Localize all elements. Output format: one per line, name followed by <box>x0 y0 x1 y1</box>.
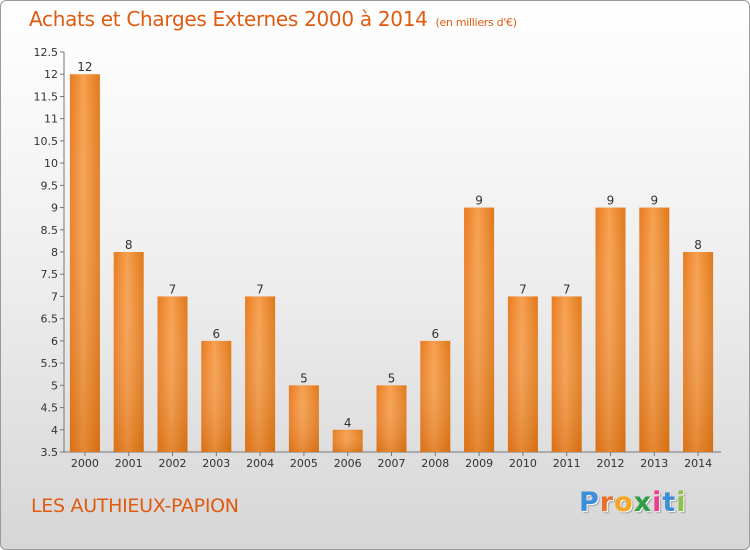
data-label-2014: 8 <box>694 238 702 252</box>
bar-shade-2002 <box>157 296 188 452</box>
chart-bars <box>69 74 714 452</box>
x-tick-label-2012: 2012 <box>597 457 625 470</box>
data-label-2003: 6 <box>212 327 220 341</box>
bar-shade-2012 <box>595 207 626 452</box>
bar-shade-2007 <box>376 385 407 452</box>
y-tick-label: 4.5 <box>41 402 59 415</box>
bar-shade-2010 <box>507 296 538 452</box>
bar-shade-2005 <box>288 385 319 452</box>
bar-shade-2006 <box>332 429 363 452</box>
bar-shade-2004 <box>245 296 276 452</box>
bar-shade-2013 <box>639 207 670 452</box>
y-tick-label: 12 <box>44 68 58 81</box>
data-label-2005: 5 <box>300 371 308 385</box>
y-tick-label: 8 <box>51 246 58 259</box>
y-tick-label: 7.5 <box>41 268 59 281</box>
data-label-2001: 8 <box>125 238 133 252</box>
x-tick-label-2002: 2002 <box>159 457 187 470</box>
data-label-2006: 4 <box>344 416 352 430</box>
bar-shade-2014 <box>683 252 714 452</box>
logo-letter: t <box>662 487 677 518</box>
data-label-2010: 7 <box>519 282 527 296</box>
x-tick-label-2001: 2001 <box>115 457 143 470</box>
bar-shade-2003 <box>201 340 232 452</box>
y-tick-label: 9.5 <box>41 179 59 192</box>
bar-shade-2000 <box>69 74 100 452</box>
logo-letter: i <box>676 487 687 518</box>
logo-letter: o <box>614 487 634 518</box>
y-tick-label: 6 <box>51 335 58 348</box>
chart-data-labels: 12 8 7 6 7 5 4 5 6 9 7 7 9 9 8 <box>77 60 702 430</box>
bar-shade-2011 <box>551 296 582 452</box>
data-label-2000: 12 <box>77 60 92 74</box>
logo-letter: i <box>652 487 663 518</box>
x-tick-label-2003: 2003 <box>202 457 230 470</box>
bar-shade-2009 <box>464 207 495 452</box>
commune-name: LES AUTHIEUX-PAPION <box>31 495 239 517</box>
chart-axes: 3.5 4 4.5 5 5.5 6 6.5 7 7.5 8 8.5 9 9.5 10 10.5 11 11.5 1… <box>34 46 721 470</box>
logo-letter: P <box>579 487 600 518</box>
x-tick-label-2011: 2011 <box>553 457 581 470</box>
x-tick-label-2000: 2000 <box>71 457 99 470</box>
y-tick-label: 8.5 <box>41 224 59 237</box>
bar-shade-2008 <box>420 340 451 452</box>
y-tick-label: 7 <box>51 290 58 303</box>
y-tick-label: 11.5 <box>34 90 59 103</box>
y-tick-label: 6.5 <box>41 313 59 326</box>
x-tick-label-2014: 2014 <box>684 457 712 470</box>
y-tick-label: 5.5 <box>41 357 59 370</box>
x-tick-label-2013: 2013 <box>640 457 668 470</box>
data-label-2009: 9 <box>475 194 483 208</box>
data-label-2004: 7 <box>256 282 264 296</box>
bar-shade-2001 <box>113 252 144 452</box>
data-label-2011: 7 <box>563 282 571 296</box>
data-label-2007: 5 <box>388 371 396 385</box>
chart-title: Achats et Charges Externes 2000 à 2014 (e… <box>29 7 517 31</box>
logo-letter: r <box>599 487 615 518</box>
y-tick-label: 12.5 <box>34 46 59 59</box>
y-tick-label: 10 <box>44 157 58 170</box>
x-tick-label-2004: 2004 <box>246 457 274 470</box>
y-tick-label: 5 <box>51 379 58 392</box>
proxiti-logo: Proxiti <box>579 487 687 518</box>
y-tick-label: 11 <box>44 113 58 126</box>
x-tick-label-2008: 2008 <box>421 457 449 470</box>
x-tick-label-2010: 2010 <box>509 457 537 470</box>
data-label-2008: 6 <box>431 327 439 341</box>
y-tick-label: 3.5 <box>41 446 59 459</box>
data-label-2002: 7 <box>169 282 177 296</box>
x-tick-label-2007: 2007 <box>378 457 406 470</box>
logo-letter: x <box>633 487 653 518</box>
x-tick-label-2005: 2005 <box>290 457 318 470</box>
chart-title-text: Achats et Charges Externes 2000 à 2014 <box>29 7 428 31</box>
data-label-2012: 9 <box>607 194 615 208</box>
x-tick-label-2006: 2006 <box>334 457 362 470</box>
data-label-2013: 9 <box>650 194 658 208</box>
x-tick-label-2009: 2009 <box>465 457 493 470</box>
chart-subtitle: (en milliers d'€) <box>435 16 517 29</box>
y-tick-label: 9 <box>51 202 58 215</box>
y-tick-label: 10.5 <box>34 135 59 148</box>
y-tick-label: 4 <box>51 424 58 437</box>
